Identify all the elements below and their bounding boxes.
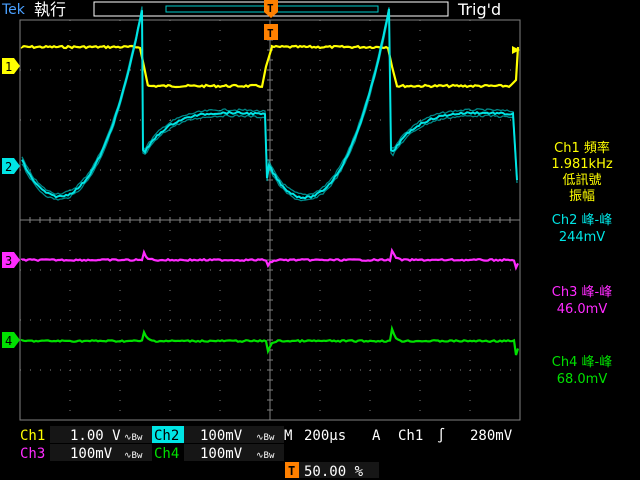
ch4-scale-readout[interactable]: Ch4 100mV ∿Bw (154, 444, 284, 462)
ch1-measure-warning-2: 振幅 (569, 189, 595, 204)
timebase-readout[interactable]: M 200µs (284, 428, 346, 444)
trigger-source: Ch1 (398, 428, 423, 444)
ch4-measure-value: 68.0mV (557, 372, 608, 387)
ch2-marker-label: 2 (5, 160, 12, 174)
run-state: 執行 (34, 0, 66, 19)
ch1-measure-title: Ch1 頻率 (554, 140, 610, 156)
ch4-marker[interactable]: 4 (2, 332, 20, 348)
ch3-pk2pk-readout: Ch3 峰-峰 46.0mV (552, 285, 612, 317)
header-bar: Tek 執行 T Trig'd (1, 0, 501, 19)
waveform-area (20, 6, 520, 356)
trigger-position-readout[interactable]: T 50.00 % (285, 462, 379, 480)
ch2-scale-label: Ch2 (154, 428, 179, 444)
timebase-value: 200µs (304, 428, 346, 444)
brand-logo: Tek (1, 2, 26, 18)
ch4-pk2pk-readout: Ch4 峰-峰 68.0mV (552, 355, 612, 387)
trigger-mode: A (372, 428, 381, 444)
ch2-scale-readout[interactable]: Ch2 100mV ∿Bw (152, 426, 284, 444)
ch3-scale-value: 100mV (70, 446, 113, 462)
trigger-marker-label: T (267, 2, 274, 15)
trigger-position-marker[interactable]: T (264, 0, 278, 18)
bw-limit-icon: ∿Bw (124, 451, 143, 461)
ch2-measure-title: Ch2 峰-峰 (552, 213, 612, 228)
ch1-scale-label: Ch1 (20, 428, 45, 444)
ch3-marker[interactable]: 3 (2, 252, 20, 268)
channel-markers: 1 2 3 4 (2, 58, 20, 348)
ch3-scale-readout[interactable]: Ch3 100mV ∿Bw (20, 444, 152, 462)
ch4-scale-value: 100mV (200, 446, 243, 462)
ch1-frequency-readout: Ch1 頻率 1.981kHz 低訊號 振幅 (551, 140, 613, 204)
bw-limit-icon: ∿Bw (256, 433, 275, 443)
trigger-position-value: 50.00 % (304, 464, 364, 480)
ch2-waveform (21, 8, 518, 200)
ch2-marker[interactable]: 2 (2, 158, 20, 174)
ch1-marker-label: 1 (5, 60, 12, 74)
trigger-level-arrow[interactable] (512, 46, 520, 54)
ch1-measure-value: 1.981kHz (551, 157, 613, 172)
ch4-scale-label: Ch4 (154, 446, 179, 462)
ch4-marker-label: 4 (5, 334, 12, 348)
ch2-pk2pk-readout: Ch2 峰-峰 244mV (552, 213, 612, 245)
ch1-scale-value: 1.00 V (70, 428, 121, 444)
ch1-waveform (20, 44, 520, 89)
ch4-measure-title: Ch4 峰-峰 (552, 355, 612, 370)
trigger-pos-icon: T (288, 464, 295, 478)
ch1-marker[interactable]: 1 (2, 58, 20, 74)
ch3-measure-title: Ch3 峰-峰 (552, 285, 612, 300)
rising-edge-icon: ∫ (437, 427, 445, 444)
ch1-scale-readout[interactable]: Ch1 1.00 V ∿Bw (20, 426, 152, 444)
bw-limit-icon: ∿Bw (124, 433, 143, 443)
ch4-waveform (20, 324, 520, 356)
ch2-measure-value: 244mV (559, 230, 605, 245)
measurement-panel: Ch1 頻率 1.981kHz 低訊號 振幅 Ch2 峰-峰 244mV Ch3… (551, 140, 613, 387)
ch3-waveform (20, 247, 519, 271)
ch3-scale-label: Ch3 (20, 446, 45, 462)
timebase-label: M (284, 428, 292, 444)
bw-limit-icon: ∿Bw (256, 451, 275, 461)
trigger-readout[interactable]: A Ch1 ∫ 280mV (372, 427, 513, 444)
ch1-measure-warning: 低訊號 (562, 173, 601, 188)
ch2-scale-value: 100mV (200, 428, 243, 444)
trigger-time-label: T (267, 27, 274, 40)
ch3-marker-label: 3 (5, 254, 12, 268)
graticule (19, 19, 521, 421)
trigger-status: Trig'd (457, 0, 501, 19)
ch3-measure-value: 46.0mV (557, 302, 608, 317)
trigger-level: 280mV (470, 428, 513, 444)
status-bar: Ch1 1.00 V ∿Bw Ch2 100mV ∿Bw M 200µs A C… (20, 426, 513, 480)
trigger-time-marker[interactable]: T (264, 24, 278, 40)
